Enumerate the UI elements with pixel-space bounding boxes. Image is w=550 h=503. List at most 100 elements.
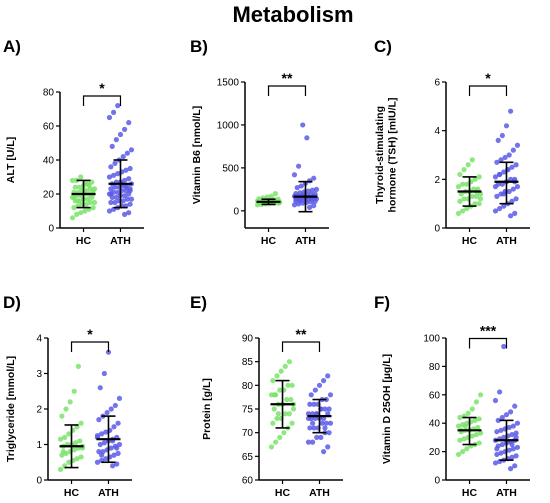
data-point [325, 373, 331, 379]
data-point [508, 213, 514, 219]
data-point [461, 167, 467, 173]
data-point [85, 196, 91, 202]
data-point [319, 420, 325, 426]
data-point [494, 446, 500, 452]
data-point [326, 430, 332, 436]
data-point [57, 436, 64, 442]
y-tick-label: 40 [43, 156, 55, 167]
data-point [477, 196, 484, 202]
data-point [494, 451, 500, 458]
series-ath [492, 108, 521, 219]
data-point [510, 186, 516, 192]
data-point [101, 440, 107, 446]
data-point [311, 425, 317, 431]
data-point [457, 171, 463, 178]
data-point [492, 208, 499, 214]
data-point [94, 459, 101, 465]
series-hc [455, 157, 484, 216]
data-point [464, 205, 470, 212]
series-ath [291, 122, 320, 213]
data-point [508, 409, 514, 415]
data-point [477, 191, 484, 197]
data-point [499, 181, 505, 187]
y-axis-label-line: hormone (TSH) [mIU/L] [387, 98, 399, 213]
x-category-label: ATH [295, 235, 316, 247]
significance-label: * [87, 326, 93, 342]
y-tick-label: 0 [36, 476, 42, 487]
data-point [305, 439, 312, 445]
data-point [115, 171, 121, 177]
data-point [476, 201, 482, 207]
data-point [83, 201, 89, 207]
data-point [455, 184, 462, 190]
data-point [307, 401, 313, 407]
data-point [108, 186, 114, 192]
data-point [472, 417, 478, 423]
data-point [270, 420, 276, 426]
data-point [502, 154, 508, 161]
data-point [475, 424, 481, 431]
data-point [59, 413, 65, 419]
y-tick-label: 4 [36, 334, 42, 345]
data-point [492, 460, 499, 466]
data-point [473, 399, 479, 405]
data-point [126, 176, 132, 182]
data-point [304, 135, 310, 141]
data-point [111, 452, 117, 458]
significance-label: ** [296, 326, 307, 342]
data-point [501, 169, 507, 175]
data-point [63, 406, 69, 412]
y-tick-label: 0 [434, 476, 440, 487]
data-point [289, 382, 295, 388]
data-point [472, 201, 478, 207]
significance-bracket [281, 341, 321, 352]
data-point [476, 174, 482, 180]
data-point [327, 392, 334, 398]
data-point [275, 411, 281, 417]
data-point [310, 439, 316, 445]
data-point [78, 454, 84, 460]
data-point [77, 438, 83, 444]
y-axis-label-line: Thyroid-stimulating [374, 106, 386, 204]
y-tick-label: 0 [434, 224, 440, 235]
data-point [281, 430, 287, 436]
data-point [469, 157, 475, 163]
data-point [274, 415, 280, 422]
data-point [104, 409, 110, 416]
data-point [513, 453, 519, 459]
series-ath [106, 103, 135, 217]
data-point [497, 171, 503, 178]
data-point [311, 203, 317, 209]
data-point [508, 108, 514, 114]
y-tick-label: 3 [36, 369, 42, 380]
data-point [509, 164, 515, 170]
data-point [498, 450, 504, 456]
data-point [127, 201, 133, 207]
data-point [514, 142, 521, 148]
data-point [314, 434, 320, 440]
data-point [101, 370, 107, 377]
data-point [273, 439, 279, 445]
x-category-label: ATH [110, 235, 131, 247]
y-axis-label: Protein [g/L] [201, 378, 213, 440]
significance-label: ** [282, 70, 293, 86]
data-point [494, 193, 500, 199]
data-point [75, 363, 81, 369]
data-point [62, 434, 68, 440]
data-point [513, 434, 519, 440]
data-point [499, 441, 505, 448]
x-category-label: HC [261, 235, 277, 247]
data-point [318, 434, 324, 440]
data-point [274, 373, 280, 379]
data-point [477, 392, 484, 398]
data-point [497, 389, 503, 395]
data-point [464, 446, 470, 452]
data-point [289, 420, 295, 426]
data-point [74, 456, 80, 462]
data-point [108, 199, 114, 206]
data-point [90, 188, 96, 194]
significance-label: * [485, 70, 491, 86]
data-point [309, 187, 315, 193]
data-point [308, 392, 314, 398]
data-point [114, 445, 120, 451]
